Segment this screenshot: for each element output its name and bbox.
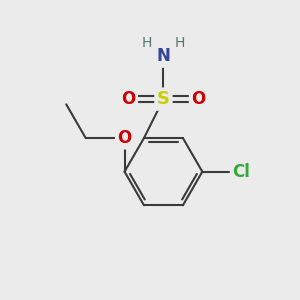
Text: H: H (175, 36, 185, 50)
Text: O: O (117, 129, 132, 147)
Text: S: S (157, 90, 170, 108)
Text: H: H (142, 36, 152, 50)
Text: O: O (191, 90, 206, 108)
Text: O: O (121, 90, 136, 108)
Text: N: N (157, 47, 170, 65)
Text: Cl: Cl (232, 163, 250, 181)
